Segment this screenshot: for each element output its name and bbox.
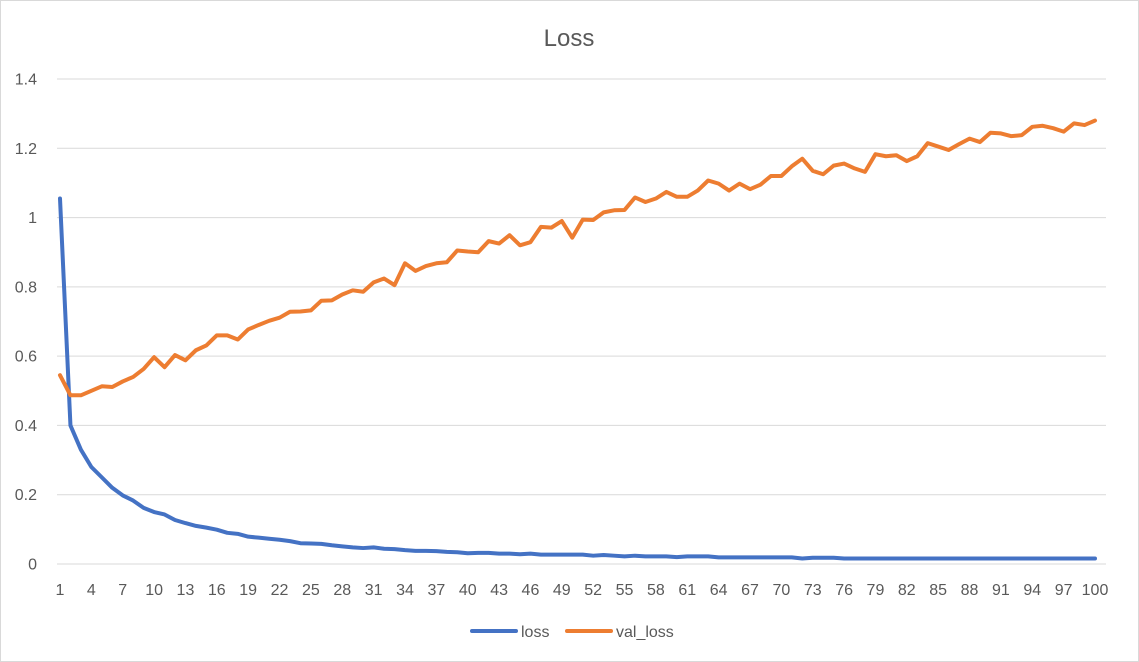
x-tick-label: 22 bbox=[271, 582, 289, 599]
y-tick-label: 0.4 bbox=[15, 418, 37, 435]
x-tick-label: 67 bbox=[741, 582, 759, 599]
x-tick-label: 88 bbox=[961, 582, 979, 599]
x-tick-label: 97 bbox=[1055, 582, 1073, 599]
x-tick-label: 58 bbox=[647, 582, 665, 599]
y-tick-label: 1 bbox=[28, 210, 37, 227]
x-tick-label: 40 bbox=[459, 582, 477, 599]
x-tick-label: 79 bbox=[867, 582, 885, 599]
x-tick-label: 85 bbox=[929, 582, 947, 599]
x-tick-label: 76 bbox=[835, 582, 853, 599]
x-tick-label: 82 bbox=[898, 582, 916, 599]
x-tick-label: 37 bbox=[427, 582, 445, 599]
x-tick-label: 13 bbox=[177, 582, 195, 599]
y-tick-label: 0 bbox=[28, 557, 37, 574]
legend-label-loss: loss bbox=[521, 624, 549, 641]
x-tick-label: 4 bbox=[87, 582, 96, 599]
x-tick-label: 16 bbox=[208, 582, 226, 599]
series-line-loss bbox=[58, 196, 1097, 561]
series-line-val-loss bbox=[58, 118, 1097, 398]
x-tick-label: 49 bbox=[553, 582, 571, 599]
x-tick-label: 64 bbox=[710, 582, 728, 599]
y-tick-label: 0.2 bbox=[15, 487, 37, 504]
y-tick-label: 1.4 bbox=[15, 72, 37, 89]
series-lines bbox=[58, 118, 1097, 561]
x-tick-label: 46 bbox=[522, 582, 540, 599]
x-tick-label: 25 bbox=[302, 582, 320, 599]
x-tick-label: 61 bbox=[678, 582, 696, 599]
x-tick-label: 52 bbox=[584, 582, 602, 599]
x-tick-label: 73 bbox=[804, 582, 822, 599]
x-tick-label: 100 bbox=[1082, 582, 1109, 599]
x-tick-label: 94 bbox=[1023, 582, 1041, 599]
gridlines bbox=[57, 78, 1106, 565]
y-axis-ticks: 0 0.2 0.4 0.6 0.8 1 1.2 1.4 bbox=[15, 72, 37, 574]
x-tick-label: 28 bbox=[333, 582, 351, 599]
x-tick-label: 19 bbox=[239, 582, 257, 599]
x-tick-label: 1 bbox=[56, 582, 65, 599]
x-tick-label: 91 bbox=[992, 582, 1010, 599]
legend-label-val-loss: val_loss bbox=[616, 624, 674, 641]
y-tick-label: 1.2 bbox=[15, 141, 37, 158]
x-tick-label: 7 bbox=[118, 582, 127, 599]
y-tick-label: 0.8 bbox=[15, 279, 37, 296]
y-tick-label: 0.6 bbox=[15, 349, 37, 366]
x-tick-label: 70 bbox=[772, 582, 790, 599]
x-tick-label: 31 bbox=[365, 582, 383, 599]
x-tick-label: 43 bbox=[490, 582, 508, 599]
chart-title: Loss bbox=[544, 25, 595, 52]
x-tick-label: 34 bbox=[396, 582, 414, 599]
x-tick-label: 55 bbox=[616, 582, 634, 599]
legend: loss val_loss bbox=[470, 624, 674, 641]
x-axis-ticks: 1 4 7 10 13 16 19 22 25 28 31 34 37 40 43 46 49 52 55 58 61 6… bbox=[56, 582, 1109, 599]
x-tick-label: 10 bbox=[145, 582, 163, 599]
